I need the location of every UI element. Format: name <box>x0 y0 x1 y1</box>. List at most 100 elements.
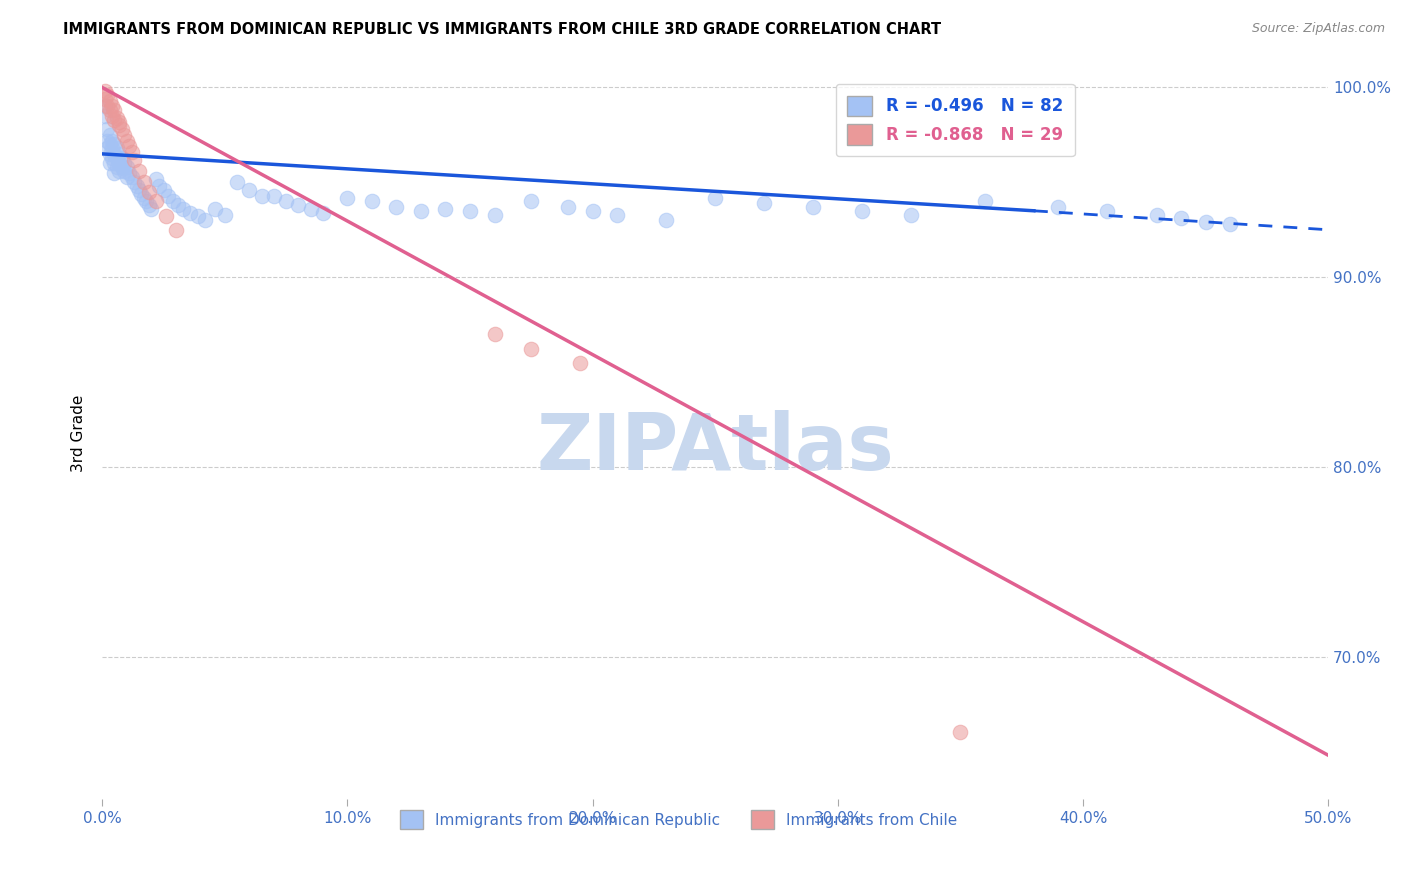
Point <box>606 208 628 222</box>
Point <box>96 141 118 155</box>
Point <box>179 205 201 219</box>
Point <box>336 190 359 204</box>
Point <box>162 194 184 209</box>
Point <box>98 94 121 108</box>
Point <box>250 188 273 202</box>
Point <box>851 203 873 218</box>
Point <box>172 202 194 216</box>
Point <box>167 198 190 212</box>
Point <box>108 147 131 161</box>
Point <box>1170 211 1192 226</box>
Point <box>108 119 131 133</box>
Point <box>655 213 678 227</box>
Point <box>125 179 148 194</box>
Point <box>98 128 121 142</box>
Point <box>118 166 141 180</box>
Point <box>118 139 141 153</box>
Point <box>93 92 115 106</box>
Legend: Immigrants from Dominican Republic, Immigrants from Chile: Immigrants from Dominican Republic, Immi… <box>394 805 963 835</box>
Point <box>949 725 972 739</box>
Point <box>145 171 167 186</box>
Point <box>98 147 121 161</box>
Text: Source: ZipAtlas.com: Source: ZipAtlas.com <box>1251 22 1385 36</box>
Point <box>187 210 209 224</box>
Point <box>112 128 135 142</box>
Point <box>103 166 125 180</box>
Point <box>115 160 138 174</box>
Point <box>581 203 603 218</box>
Point <box>155 210 177 224</box>
Point <box>98 103 121 118</box>
Point <box>484 208 506 222</box>
Point <box>132 175 155 189</box>
Point <box>704 190 727 204</box>
Point <box>157 188 180 202</box>
Point <box>128 164 150 178</box>
Point <box>103 137 125 152</box>
Point <box>135 194 157 209</box>
Point <box>111 151 134 165</box>
Point <box>108 164 131 178</box>
Point <box>361 194 384 209</box>
Point <box>96 122 118 136</box>
Point <box>112 156 135 170</box>
Point <box>96 99 118 113</box>
Point <box>122 175 145 189</box>
Point <box>238 183 260 197</box>
Point <box>101 99 124 113</box>
Point <box>152 183 174 197</box>
Point <box>132 190 155 204</box>
Point <box>458 203 481 218</box>
Point <box>103 156 125 170</box>
Point <box>557 200 579 214</box>
Point <box>93 109 115 123</box>
Point <box>1219 217 1241 231</box>
Point <box>128 183 150 197</box>
Point <box>385 200 408 214</box>
Point <box>148 179 170 194</box>
Point <box>108 114 131 128</box>
Point <box>204 202 226 216</box>
Point <box>484 327 506 342</box>
Point <box>145 194 167 209</box>
Point <box>108 156 131 170</box>
Point <box>569 355 592 369</box>
Point <box>105 151 128 165</box>
Point <box>1097 203 1119 218</box>
Point <box>520 343 543 357</box>
Point <box>111 122 134 136</box>
Point <box>115 134 138 148</box>
Point <box>299 202 322 216</box>
Point <box>274 194 297 209</box>
Point <box>103 112 125 127</box>
Point <box>112 164 135 178</box>
Point <box>138 185 160 199</box>
Point <box>287 198 309 212</box>
Point <box>131 186 153 201</box>
Point <box>1047 200 1070 214</box>
Point <box>1146 208 1168 222</box>
Point <box>1194 215 1216 229</box>
Point <box>96 134 118 148</box>
Point <box>409 203 432 218</box>
Point <box>105 160 128 174</box>
Point <box>165 223 187 237</box>
Point <box>263 188 285 202</box>
Point <box>121 145 143 159</box>
Point <box>214 208 236 222</box>
Point <box>122 153 145 167</box>
Point <box>141 202 163 216</box>
Text: ZIPAtlas: ZIPAtlas <box>536 410 894 486</box>
Point <box>101 151 124 165</box>
Point <box>121 169 143 184</box>
Point <box>103 103 125 118</box>
Point <box>111 160 134 174</box>
Point <box>520 194 543 209</box>
Point <box>226 175 249 189</box>
Point <box>312 205 335 219</box>
Point <box>434 202 457 216</box>
Point <box>194 213 217 227</box>
Text: IMMIGRANTS FROM DOMINICAN REPUBLIC VS IMMIGRANTS FROM CHILE 3RD GRADE CORRELATIO: IMMIGRANTS FROM DOMINICAN REPUBLIC VS IM… <box>63 22 942 37</box>
Point <box>801 200 824 214</box>
Point <box>93 99 115 113</box>
